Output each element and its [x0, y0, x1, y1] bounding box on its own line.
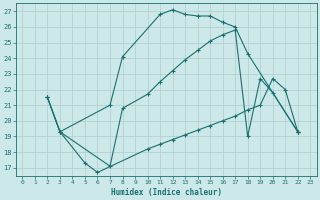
X-axis label: Humidex (Indice chaleur): Humidex (Indice chaleur)	[111, 188, 222, 197]
